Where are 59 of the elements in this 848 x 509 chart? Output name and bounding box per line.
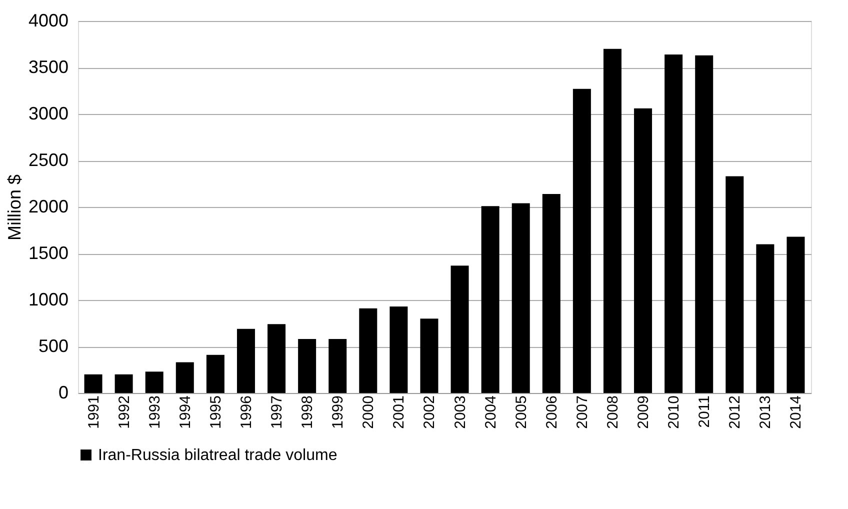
x-tick-label: 2014 [788, 396, 805, 429]
x-tick-label: 1997 [268, 396, 286, 429]
bar [114, 374, 133, 393]
y-tick-label: 2000 [28, 196, 68, 216]
x-tick-label: 2011 [696, 396, 714, 428]
x-tick-label: 2010 [666, 396, 683, 429]
bar [664, 54, 683, 393]
y-tick-label: 1500 [28, 243, 68, 263]
legend-label: Iran-Russia bilatreal trade volume [98, 447, 338, 464]
x-tick-label: 2006 [543, 396, 560, 429]
x-tick-label: 1993 [146, 396, 164, 429]
bar [84, 374, 102, 393]
bar [206, 354, 224, 393]
x-tick-label: 2013 [757, 396, 774, 429]
x-tick-label: 1999 [330, 396, 347, 429]
x-tick-label: 2003 [452, 396, 469, 429]
x-tick-label: 1991 [85, 396, 102, 429]
bar [328, 339, 347, 393]
bar [359, 308, 378, 393]
x-tick-label: 1992 [116, 396, 133, 429]
bar [726, 176, 744, 393]
bar [236, 328, 255, 393]
y-tick-label: 3000 [28, 104, 68, 124]
bar [542, 194, 560, 393]
bar [176, 362, 194, 393]
bar [634, 108, 652, 393]
bar [512, 203, 530, 393]
bar [786, 236, 805, 393]
x-tick-label: 1995 [207, 396, 224, 429]
x-tick-label: 2007 [574, 396, 591, 429]
bar [481, 206, 500, 393]
bar [695, 55, 714, 393]
x-tick-label: 2009 [635, 396, 652, 429]
x-tick-label: 1996 [238, 396, 255, 429]
bar [145, 372, 164, 393]
y-tick-label: 0 [58, 382, 68, 402]
bar [756, 244, 774, 393]
y-tick-label: 4000 [28, 10, 68, 30]
bar [390, 306, 408, 393]
bar [572, 88, 591, 393]
bar [603, 48, 622, 393]
y-tick-label: 1000 [28, 290, 68, 310]
y-tick-label: 3500 [28, 57, 68, 77]
x-tick-label: 2001 [390, 396, 408, 429]
bar [268, 324, 286, 393]
x-tick-label: 2002 [421, 396, 438, 429]
x-tick-label: 2000 [360, 396, 378, 429]
y-tick-label: 2500 [28, 150, 68, 170]
y-axis-title: Million $ [4, 174, 24, 241]
bar [450, 266, 469, 393]
x-tick-label: 1994 [176, 396, 194, 429]
x-tick-label: 2004 [482, 396, 500, 429]
x-tick-label: 2012 [726, 396, 744, 429]
bar [298, 339, 316, 393]
x-tick-label: 2005 [512, 396, 530, 429]
x-tick-label: 2008 [604, 396, 622, 429]
bar [420, 318, 438, 393]
x-tick-label: 1998 [299, 396, 316, 429]
y-tick-label: 500 [38, 336, 68, 356]
